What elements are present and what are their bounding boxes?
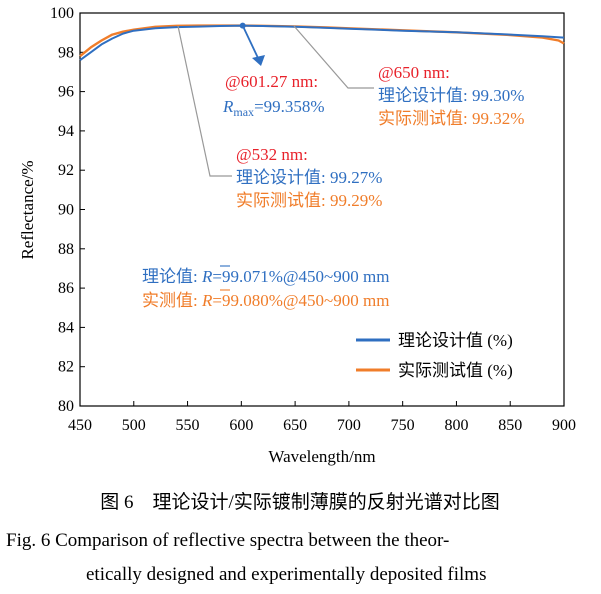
series-lines xyxy=(79,24,565,62)
annotation-max-at: @601.27 nm: xyxy=(225,72,318,91)
y-tick-label: 80 xyxy=(58,398,74,415)
x-tick-label: 850 xyxy=(498,417,522,434)
y-axis-ticks: 80 82 84 86 88 90 92 94 96 98 100 xyxy=(50,5,85,415)
max-arrow-head xyxy=(252,55,265,66)
y-tick-label: 90 xyxy=(58,202,74,219)
max-arrow-shaft xyxy=(241,25,259,59)
caption-cn: 图 6 理论设计/实际镀制薄膜的反射光谱对比图 xyxy=(100,491,500,513)
annotation-532-test: 实际测试值: 99.29% xyxy=(236,191,382,210)
y-axis-title: Reflectance/% xyxy=(18,160,37,259)
y-tick-label: 84 xyxy=(58,319,74,336)
caption-en-line2: etically designed and experimentally dep… xyxy=(86,564,486,585)
x-tick-label: 600 xyxy=(229,417,253,434)
annotation-avg-test: 实测值: R=99.080%@450~900 mm xyxy=(142,291,389,310)
x-axis-ticks: 450 500 550 600 650 700 750 800 850 900 xyxy=(68,401,576,434)
y-tick-label: 96 xyxy=(58,84,74,101)
x-tick-label: 500 xyxy=(122,417,146,434)
legend: 理论设计值 (%) 实际测试值 (%) xyxy=(356,331,513,380)
y-tick-label: 92 xyxy=(58,162,74,179)
annotation-532-design: 理论设计值: 99.27% xyxy=(236,168,382,187)
annotation-532-at: @532 nm: xyxy=(236,145,308,164)
x-tick-label: 450 xyxy=(68,417,92,434)
caption-en-line1: Fig. 6 Comparison of reflective spectra … xyxy=(6,530,449,551)
annotation-650-test: 实际测试值: 99.32% xyxy=(378,109,524,128)
x-tick-label: 800 xyxy=(444,417,468,434)
series-line-test xyxy=(79,24,565,58)
annotation-650-design: 理论设计值: 99.30% xyxy=(378,86,524,105)
series-line-design xyxy=(79,24,565,62)
leader-line-532 xyxy=(177,25,232,177)
x-tick-label: 700 xyxy=(337,417,361,434)
x-axis-title: Wavelength/nm xyxy=(268,447,375,466)
legend-label-test: 实际测试值 (%) xyxy=(398,361,513,380)
legend-label-design: 理论设计值 (%) xyxy=(398,331,513,350)
x-tick-label: 750 xyxy=(391,417,415,434)
x-tick-label: 650 xyxy=(283,417,307,434)
x-tick-label: 550 xyxy=(176,417,200,434)
x-tick-label: 900 xyxy=(552,417,576,434)
y-tick-label: 86 xyxy=(58,280,74,297)
max-marker xyxy=(239,22,265,66)
y-tick-label: 100 xyxy=(50,5,74,22)
annotation-650-at: @650 nm: xyxy=(378,63,450,82)
y-tick-label: 88 xyxy=(58,241,74,258)
y-tick-label: 82 xyxy=(58,359,74,376)
y-tick-label: 98 xyxy=(58,44,74,61)
annotation-max-value: Rmax=99.358% xyxy=(222,97,325,119)
annotation-avg-design: 理论值: R=99.071%@450~900 mm xyxy=(142,267,389,286)
y-tick-label: 94 xyxy=(58,123,74,140)
leader-line-650 xyxy=(293,25,374,89)
